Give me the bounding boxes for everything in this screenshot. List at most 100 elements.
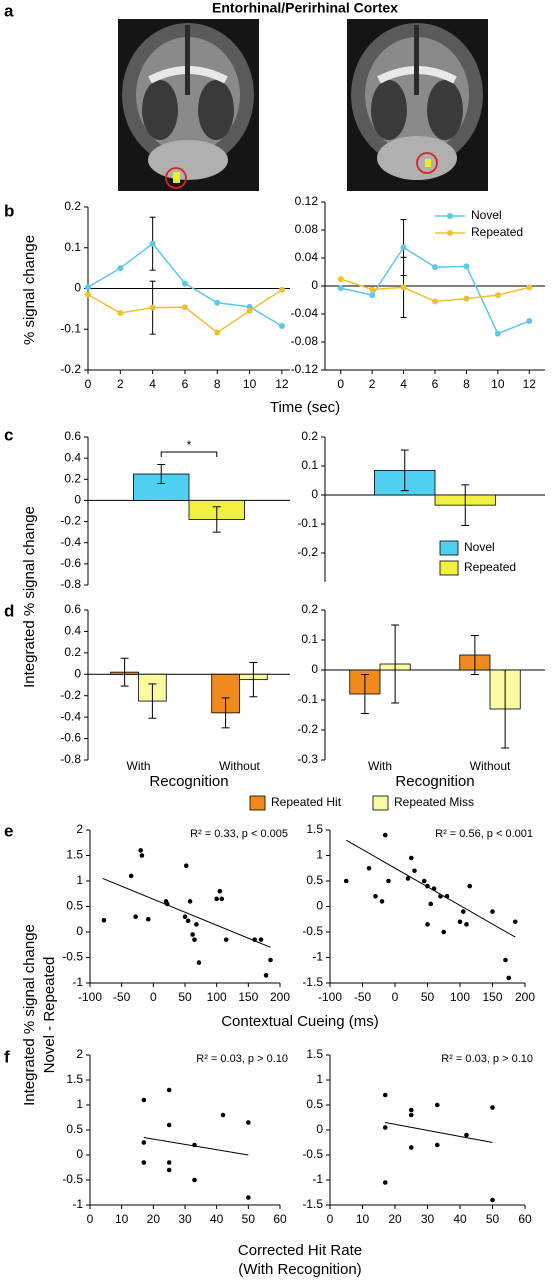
y-tick-label: -0.2 xyxy=(60,362,81,376)
y-tick-label: -1 xyxy=(72,1197,83,1211)
legend-swatch xyxy=(249,795,266,811)
y-tick-label: 0 xyxy=(311,278,318,292)
point xyxy=(382,1180,388,1185)
point xyxy=(217,888,223,894)
point xyxy=(494,330,501,337)
y-tick-label: 0.5 xyxy=(66,1122,83,1136)
x-tick-label: 30 xyxy=(178,1212,192,1226)
x-tick-label: -50 xyxy=(113,990,131,1004)
x-tick-label: 0 xyxy=(392,990,399,1004)
point xyxy=(278,286,285,293)
significance-bracket xyxy=(160,451,218,457)
point xyxy=(166,1167,172,1173)
point xyxy=(434,1142,440,1148)
y-tick-label: 0.12 xyxy=(295,194,319,208)
x-axis-title: (With Recognition) xyxy=(238,1261,361,1278)
y-tick-label: 0.2 xyxy=(64,199,81,213)
x-tick-label: 40 xyxy=(210,1212,224,1226)
panel-letter: a xyxy=(4,1,14,20)
x-axis-title: Recognition xyxy=(395,773,474,790)
point xyxy=(128,873,134,879)
point xyxy=(181,304,188,311)
y-tick-label: -0.04 xyxy=(291,306,319,320)
x-tick-label: 10 xyxy=(243,377,257,391)
point xyxy=(337,285,344,292)
point xyxy=(412,868,417,874)
x-tick-label: 150 xyxy=(482,990,502,1004)
x-tick-label: 0 xyxy=(150,990,157,1004)
point xyxy=(441,929,447,935)
x-tick-label: 6 xyxy=(432,377,439,391)
y-tick-label: -0.5 xyxy=(302,1147,323,1161)
y-tick-label: 1.5 xyxy=(306,822,323,836)
y-tick-label: 0 xyxy=(316,1122,323,1136)
y-tick-label: 0.1 xyxy=(301,458,318,472)
x-tick-label: 0 xyxy=(87,1212,94,1226)
x-tick-label: 10 xyxy=(115,1212,129,1226)
point xyxy=(494,292,501,299)
y-tick-label: 0.5 xyxy=(306,1097,323,1111)
x-tick-label: 12 xyxy=(523,377,537,391)
x-tick-label: 4 xyxy=(149,377,156,391)
point xyxy=(139,853,145,858)
significance-label: * xyxy=(187,438,192,452)
point xyxy=(379,899,385,904)
x-tick-label: -50 xyxy=(354,990,372,1004)
y-tick-label: -0.2 xyxy=(297,722,318,736)
legend-swatch xyxy=(439,560,459,576)
point xyxy=(117,309,124,316)
point xyxy=(190,932,195,937)
legend-swatch xyxy=(439,540,459,556)
point xyxy=(149,240,156,247)
series-line xyxy=(340,246,530,335)
point xyxy=(343,878,349,884)
point xyxy=(408,1112,414,1118)
x-axis-title: Corrected Hit Rate xyxy=(238,1242,362,1259)
point xyxy=(214,299,221,306)
point xyxy=(382,1125,388,1130)
y-axis-title: Novel - Repeated xyxy=(41,957,58,1074)
y-tick-label: -0.6 xyxy=(60,556,81,570)
point xyxy=(145,916,151,922)
y-tick-label: -0.4 xyxy=(60,709,81,723)
panel-letter: c xyxy=(4,425,13,444)
point xyxy=(183,863,189,868)
legend-label: Repeated xyxy=(471,225,523,239)
trend-line xyxy=(385,1122,493,1143)
y-tick-label: -0.12 xyxy=(291,362,319,376)
point xyxy=(503,957,508,963)
x-tick-label: 20 xyxy=(388,1212,402,1226)
y-tick-label: 0.1 xyxy=(301,632,318,646)
point xyxy=(460,909,466,914)
point xyxy=(400,284,407,291)
y-tick-label: -0.1 xyxy=(297,516,318,530)
x-tick-label: 30 xyxy=(421,1212,435,1226)
y-tick-label: 0.2 xyxy=(64,645,81,659)
y-axis-title: Integrated % signal change xyxy=(21,924,38,1106)
point xyxy=(214,896,219,902)
x-tick-label: Without xyxy=(219,759,260,773)
point xyxy=(457,919,463,925)
point xyxy=(220,1112,226,1118)
point xyxy=(166,1160,172,1165)
y-tick-label: 0 xyxy=(316,899,323,913)
annotation: R² = 0.56, p < 0.001 xyxy=(435,828,533,840)
legend-swatch xyxy=(447,230,453,236)
y-tick-label: 1.5 xyxy=(66,1072,83,1086)
point xyxy=(133,914,138,919)
point xyxy=(432,298,438,305)
point xyxy=(463,295,470,302)
y-tick-label: 1 xyxy=(76,1097,83,1111)
point xyxy=(141,1140,147,1145)
point xyxy=(192,1177,197,1183)
x-tick-label: 0 xyxy=(337,377,344,391)
x-tick-label: 2 xyxy=(117,377,124,391)
point xyxy=(490,909,495,914)
x-tick-label: 20 xyxy=(147,1212,161,1226)
panel-letter: b xyxy=(4,201,14,220)
series-line xyxy=(87,289,283,334)
point xyxy=(400,244,407,251)
y-tick-label: 0.6 xyxy=(64,602,81,616)
y-tick-label: 1 xyxy=(316,1072,323,1086)
x-tick-label: 0 xyxy=(327,1212,334,1226)
